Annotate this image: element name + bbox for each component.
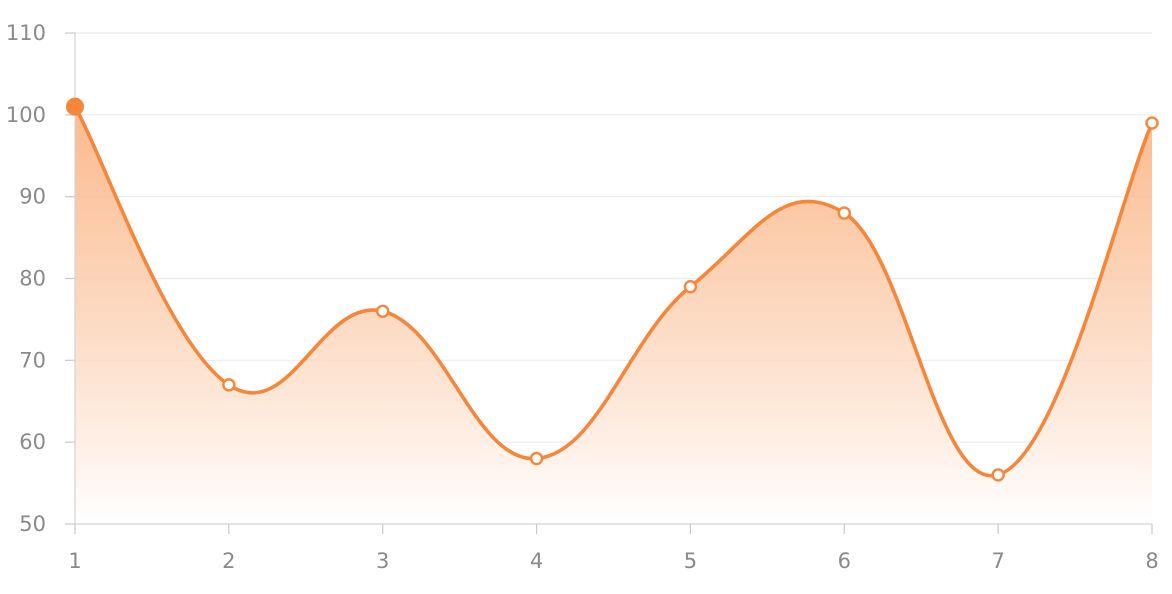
tick-labels: 50 60 70 80 90 100 110 1 2 3 4 5 6 7 8 — [6, 21, 1159, 573]
x-tick-label-6: 6 — [838, 549, 851, 573]
y-tick-label-100: 100 — [6, 103, 46, 127]
data-point[interactable] — [991, 468, 1005, 482]
area-fill — [75, 106, 1152, 525]
y-tick-label-70: 70 — [19, 348, 46, 372]
x-tick-label-2: 2 — [222, 549, 235, 573]
data-point-highlighted[interactable] — [66, 97, 84, 116]
data-point[interactable] — [1145, 116, 1159, 130]
x-tick-label-8: 8 — [1145, 549, 1158, 573]
x-tick-label-5: 5 — [684, 549, 697, 573]
data-point[interactable] — [376, 304, 390, 318]
y-tick-label-90: 90 — [19, 185, 46, 209]
x-tick-label-7: 7 — [991, 549, 1004, 573]
x-tick-label-4: 4 — [530, 549, 543, 573]
y-tick-label-80: 80 — [19, 267, 46, 291]
grid-lines — [75, 32, 1152, 443]
data-point[interactable] — [529, 451, 544, 466]
data-point[interactable] — [222, 378, 236, 392]
y-tick-label-50: 50 — [19, 512, 46, 536]
x-tick-label-3: 3 — [376, 549, 389, 573]
y-tick-label-60: 60 — [19, 430, 46, 454]
data-points — [66, 97, 1159, 482]
data-point[interactable] — [683, 279, 698, 294]
series-area — [75, 106, 1152, 525]
data-point[interactable] — [837, 206, 851, 220]
y-tick-label-110: 110 — [6, 21, 46, 45]
x-tick-label-1: 1 — [68, 549, 81, 573]
